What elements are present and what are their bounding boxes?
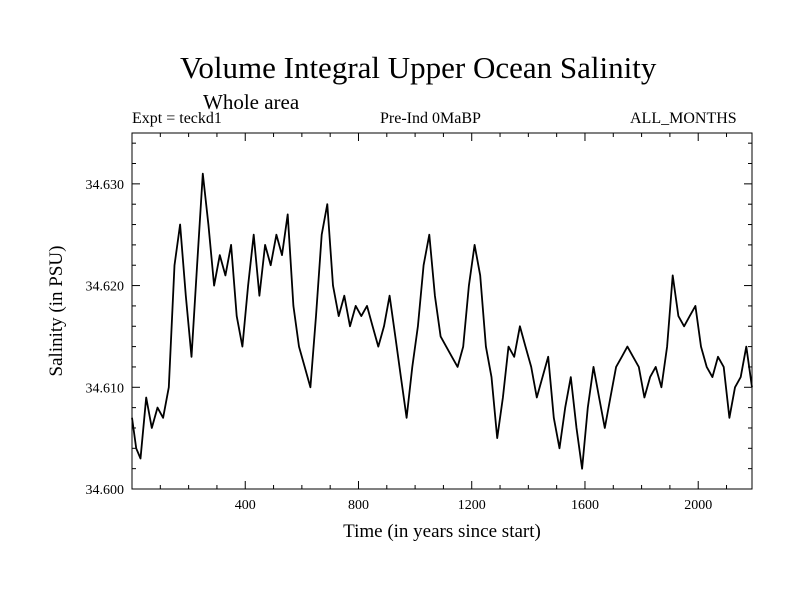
x-axis-title: Time (in years since start) <box>343 521 541 542</box>
months-label: ALL_MONTHS <box>630 110 737 127</box>
x-tick-label: 1600 <box>571 498 599 513</box>
plot-frame <box>131 132 753 490</box>
x-tick-label: 2000 <box>684 498 712 513</box>
chart-title: Volume Integral Upper Ocean Salinity <box>180 50 657 85</box>
y-tick-label: 34.620 <box>86 280 125 295</box>
x-tick-label: 800 <box>348 498 369 513</box>
series-line <box>131 172 753 470</box>
y-tick-label: 34.600 <box>86 483 125 498</box>
period-label: Pre-Ind 0MaBP <box>380 110 481 127</box>
experiment-label: Expt = teckd1 <box>132 110 222 127</box>
x-tick-label: 1200 <box>458 498 486 513</box>
y-tick-label: 34.630 <box>86 178 125 193</box>
chart-subtitle: Whole area <box>203 90 300 114</box>
y-tick-label: 34.610 <box>86 381 125 396</box>
y-axis-title: Salinity (in PSU) <box>46 246 67 377</box>
x-tick-label: 400 <box>235 498 256 513</box>
